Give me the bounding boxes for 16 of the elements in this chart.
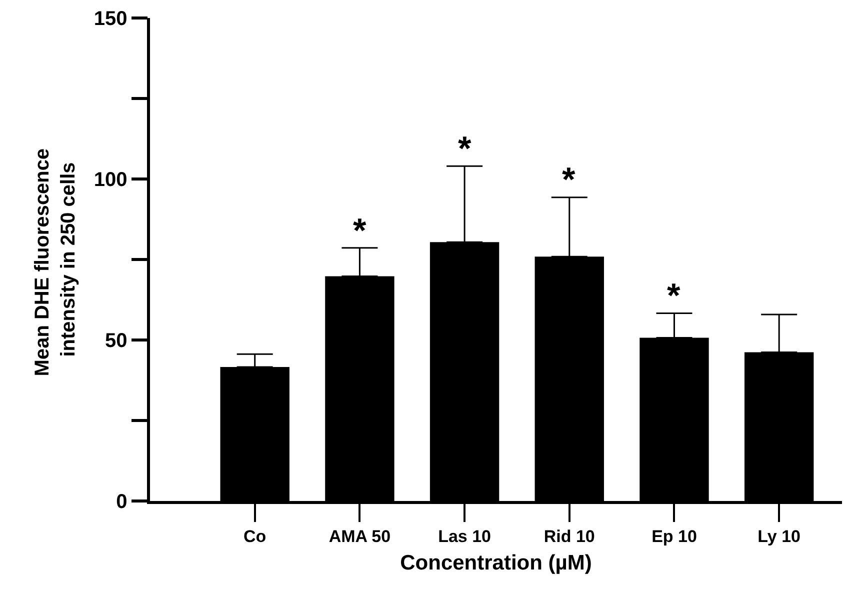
x-tick-label: Las 10 (438, 527, 492, 546)
x-tick-label: AMA 50 (328, 527, 391, 546)
x-tick-label: Ep 10 (652, 527, 697, 546)
y-tick-label: 0 (116, 491, 128, 513)
annotation: * (667, 277, 681, 315)
y-tick-label: 150 (94, 8, 128, 30)
y-tick-label: 100 (94, 169, 128, 191)
x-tick-label: Rid 10 (544, 527, 595, 546)
x-axis-title: Concentration (µM) (400, 551, 592, 574)
y-axis-title: Mean DHE fluorescence intensity in 250 cells (31, 142, 80, 376)
x-tick-label: Ly 10 (758, 527, 801, 546)
y-tick-label: 50 (105, 330, 128, 352)
annotation: * (458, 130, 472, 168)
x-tick-label: Co (244, 527, 266, 546)
annotation: * (562, 161, 576, 199)
annotation: * (353, 212, 367, 250)
